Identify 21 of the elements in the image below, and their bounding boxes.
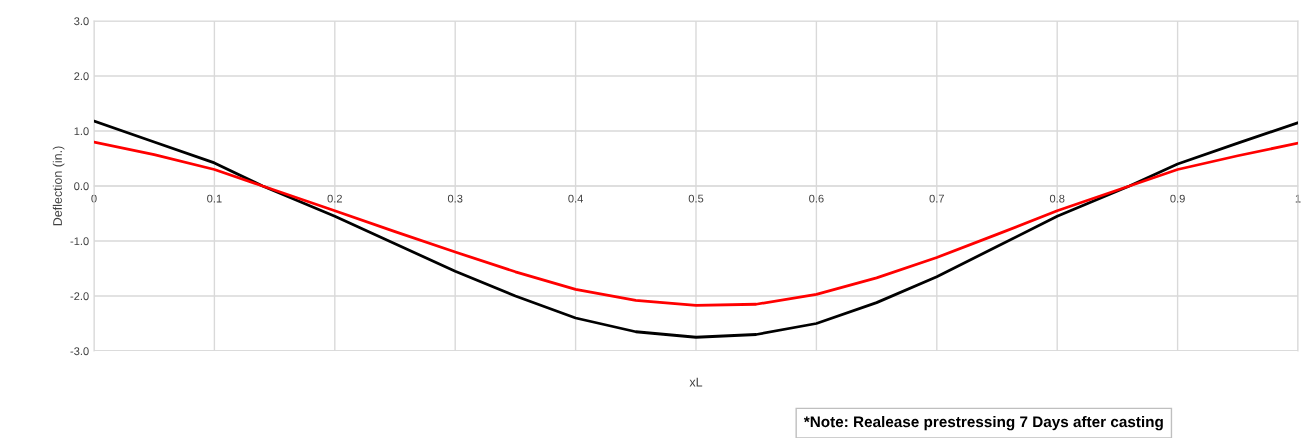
y-tick-label: 2.0 [74, 72, 89, 81]
y-tick-label: 0.0 [74, 182, 89, 191]
y-tick-label: 3.0 [74, 17, 89, 26]
x-tick-label: 0.8 [1049, 194, 1065, 203]
text: *Note: Realease prestressing 7 Days after casting [803, 415, 1163, 431]
x-tick-label: 1 [1295, 194, 1301, 203]
y-tick-label: -3.0 [70, 347, 89, 356]
x-tick-label: 0.9 [1170, 194, 1185, 203]
x-tick-label: 0.3 [447, 194, 463, 203]
y-axis-title: Deflection (in.) [52, 146, 65, 226]
x-tick-label: 0.5 [688, 194, 704, 203]
x-tick-label: 0.6 [809, 194, 824, 203]
x-axis-title: xL [689, 377, 703, 387]
x-tick-label: 0 [91, 194, 97, 203]
x-tick-label: 0.1 [207, 194, 222, 203]
x-tick-label: 0.2 [327, 194, 342, 203]
x-tick-label: 0.7 [929, 194, 944, 203]
y-tick-label: 1.0 [74, 127, 89, 136]
x-tick-label: 0.4 [568, 194, 583, 203]
y-tick-label: -1.0 [70, 237, 89, 246]
y-tick-label: -2.0 [70, 292, 89, 301]
